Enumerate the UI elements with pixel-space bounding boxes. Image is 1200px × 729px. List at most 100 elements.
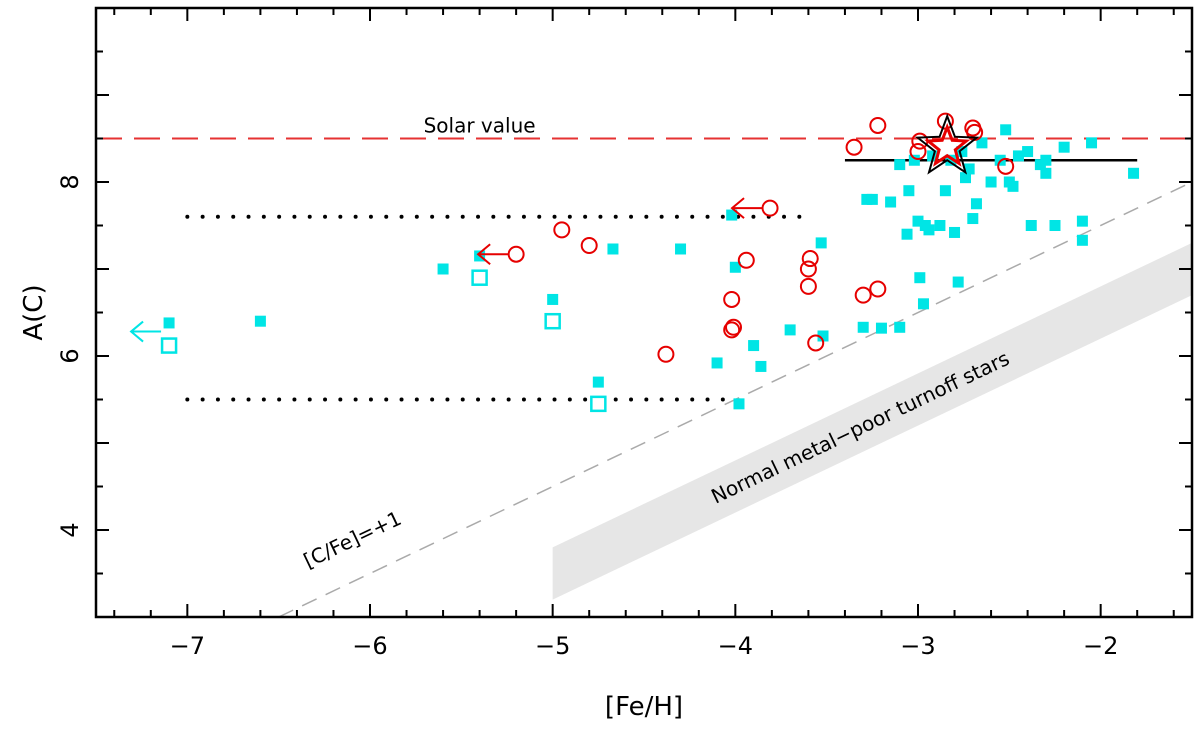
turnoff-band-label: Normal metal−poor turnoff stars (707, 346, 1013, 508)
cyan-square-point (1007, 180, 1019, 192)
cyan-squares-layer (163, 124, 1140, 410)
red-circle-point (723, 290, 741, 308)
cyan-square-point (967, 213, 979, 225)
cyan-square-point (675, 243, 687, 255)
cyan-square-point (784, 324, 796, 336)
red-circle-point (657, 345, 675, 363)
cyan-square-point (817, 330, 829, 342)
cyan-square-point (1076, 215, 1088, 227)
cyan-square-point (894, 321, 906, 333)
cyan-square-point (952, 276, 964, 288)
cyan-square-point (903, 185, 915, 197)
cyan-square-point (163, 317, 175, 329)
red-circle-point (911, 132, 929, 150)
red-circle-point (869, 116, 887, 134)
red-circle-point (845, 138, 863, 156)
cyan-square-point (959, 172, 971, 184)
y-tick-label: 6 (56, 348, 84, 363)
cyan-square-point (956, 146, 968, 158)
red-limit-arrow (730, 197, 763, 219)
cyan-square-point (945, 154, 957, 166)
x-tick-label: −7 (170, 632, 205, 660)
cyan-square-point (923, 224, 935, 236)
cyan-square-point (711, 357, 723, 369)
cyan-square-point (815, 237, 827, 249)
cyan-square-point (914, 272, 926, 284)
cyan-square-point (875, 322, 887, 334)
red-circle-point (909, 143, 927, 161)
cyan-square-point (917, 298, 929, 310)
red-circle-point (801, 250, 819, 268)
cyan-square-point (912, 215, 924, 227)
cyan-square-point (733, 398, 745, 410)
open-cyan-square-point (160, 337, 178, 354)
solar-value-label: Solar value (424, 114, 536, 138)
cyan-square-point (1086, 137, 1098, 149)
cyan-square-point (1012, 150, 1024, 162)
cyan-square-point (894, 159, 906, 171)
cyan-square-point (1040, 167, 1052, 179)
cyan-square-point (934, 220, 946, 231)
cyan-square-point (857, 321, 869, 333)
x-tick-label: −3 (900, 632, 935, 660)
cyan-square-point (949, 226, 961, 238)
open-squares-layer (129, 269, 607, 413)
open-cyan-square-point (590, 395, 607, 413)
cyan-square-point (748, 340, 760, 352)
cyan-square-point (1128, 167, 1140, 179)
y-tick-label: 8 (56, 174, 84, 189)
open-cyan-square-point (544, 312, 561, 330)
cyan-square-point (908, 154, 920, 166)
star-inner (924, 122, 971, 167)
red-circle-point (854, 286, 872, 304)
x-tick-label: −2 (1083, 632, 1118, 660)
red-circle-point (807, 334, 825, 352)
cyan-square-point (970, 198, 982, 210)
cyan-square-point (963, 163, 975, 175)
cyan-square-point (726, 209, 738, 221)
red-circle-point (799, 260, 817, 278)
red-circle-point (725, 318, 743, 336)
cyan-square-point (866, 193, 878, 205)
cyan-square-point (1022, 146, 1034, 158)
cfe-line-label: [C/Fe]=+1 (300, 506, 405, 573)
red-circle-point (553, 221, 571, 239)
cyan-square-point (755, 360, 767, 372)
x-axis-title: [Fe/H] (605, 692, 683, 722)
cyan-square-point (254, 315, 266, 327)
cyan-square-point (1000, 124, 1012, 136)
cyan-square-point (901, 228, 913, 240)
ticks-layer: −7 −6 −5 −4 −3 −2 4 6 8 (56, 7, 1192, 660)
cyan-square-point (729, 261, 741, 273)
cyan-square-point (1058, 141, 1070, 153)
star-outer (914, 113, 980, 175)
cyan-square-point (607, 243, 619, 255)
red-circle-point (997, 157, 1015, 175)
red-limit-arrow-head (476, 243, 491, 265)
red-circle-point (723, 321, 741, 339)
cyan-square-point (592, 376, 604, 388)
red-circle-point (799, 277, 817, 295)
x-tick-label: −6 (352, 632, 387, 660)
cyan-square-point (1025, 220, 1037, 231)
red-limit-arrow (476, 243, 509, 265)
star-layer (914, 113, 980, 175)
red-circle-point (761, 199, 779, 217)
y-axis-title: A(C) (19, 284, 49, 340)
red-circle-point (869, 280, 887, 298)
background-layer (552, 242, 1192, 600)
red-circle-point (507, 245, 525, 263)
x-tick-label: −4 (718, 632, 753, 660)
red-circle-point (737, 251, 755, 269)
red-limit-arrow-head (730, 197, 745, 219)
cyan-square-point (976, 137, 988, 149)
cyan-square-point (885, 196, 897, 208)
red-circle-point (580, 237, 598, 255)
cyan-square-point (437, 263, 449, 275)
cyan-square-point (1040, 154, 1052, 166)
cyan-square-point (547, 293, 559, 305)
turnoff-band (552, 242, 1192, 600)
y-tick-label: 4 (56, 522, 84, 537)
x-tick-label: −5 (535, 632, 570, 660)
